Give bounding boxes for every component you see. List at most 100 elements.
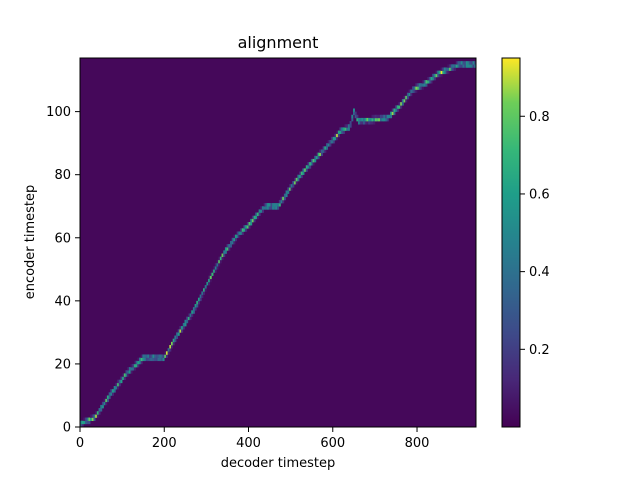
heatmap-cell [411, 86, 414, 90]
x-axis-ticks: 0 200 400 600 800 [76, 427, 429, 451]
heatmap-cell [337, 130, 340, 134]
heatmap-cell [385, 114, 387, 119]
heatmap-cell [302, 168, 305, 172]
heatmap-cell [295, 177, 298, 182]
heatmap-cell [305, 165, 308, 169]
heatmap-cell [314, 155, 317, 160]
heatmap-cell [354, 111, 357, 116]
heatmap-cell [219, 256, 222, 261]
heatmap-cell [103, 401, 106, 406]
heatmap-cell [122, 373, 125, 377]
heatmap-cell [352, 111, 355, 116]
heatmap-cell [113, 386, 116, 390]
heatmap-cell [277, 203, 280, 207]
heatmap-cell [334, 133, 337, 138]
heatmap-cell [277, 206, 280, 210]
heatmap-cell [122, 376, 125, 380]
colorbar-ticks: 0.2 0.4 0.6 0.8 [520, 110, 550, 358]
heatmap-cell [326, 146, 329, 150]
heatmap-cell [472, 61, 475, 65]
heatmap-cell [127, 367, 130, 371]
heatmap-cell [326, 143, 329, 147]
heatmap-cell [299, 171, 302, 175]
heatmap-cell [428, 80, 431, 84]
heatmap-cell [224, 247, 227, 251]
heatmap-cell [433, 76, 436, 81]
heatmap-cell [363, 117, 366, 122]
heatmap-cell [368, 117, 371, 122]
heatmap-cell [396, 105, 399, 109]
colorbar-tick-label: 0.4 [529, 265, 550, 280]
heatmap-cell [96, 411, 99, 415]
heatmap-cell [337, 133, 340, 138]
heatmap-cell [322, 149, 325, 153]
heatmap-cell [452, 64, 455, 68]
heatmap-cell [117, 382, 120, 387]
heatmap-cell [157, 357, 160, 362]
heatmap-cell [145, 354, 148, 358]
heatmap-cell [346, 127, 349, 131]
heatmap-cell [147, 354, 150, 358]
heatmap-cell [214, 266, 217, 270]
heatmap-cell [199, 294, 202, 298]
heatmap-cell [181, 329, 184, 333]
heatmap-background [80, 58, 476, 427]
heatmap-cell [455, 61, 458, 65]
heatmap-cell [250, 222, 253, 226]
heatmap-cell [359, 117, 362, 122]
heatmap-cell [331, 136, 334, 141]
heatmap-cell [417, 83, 420, 87]
heatmap-cell [294, 181, 296, 185]
chart-title: alignment [238, 33, 319, 52]
heatmap-cell [255, 212, 258, 216]
heatmap-cell [390, 111, 393, 116]
heatmap-cell [233, 234, 236, 239]
heatmap-cell [344, 124, 347, 128]
heatmap-cell [349, 121, 352, 125]
heatmap-cell [115, 386, 118, 390]
heatmap-cell [282, 199, 285, 204]
heatmap-cell [450, 67, 453, 71]
heatmap-cell [251, 218, 254, 223]
heatmap-cell [336, 130, 339, 134]
heatmap-cell [152, 357, 155, 362]
heatmap-cell [172, 338, 175, 343]
heatmap-cell [194, 304, 197, 308]
heatmap-cell [425, 80, 428, 84]
heatmap-cell [245, 228, 248, 232]
heatmap-cell [101, 404, 104, 409]
heatmap-cell [150, 357, 153, 362]
heatmap-cell [379, 117, 382, 122]
heatmap-cell [159, 357, 162, 362]
heatmap-cell [435, 73, 438, 78]
heatmap-cell [410, 89, 413, 93]
heatmap-cell [85, 420, 88, 425]
heatmap-cell [261, 206, 264, 210]
heatmap-cell [354, 114, 357, 119]
heatmap-cell [260, 206, 263, 210]
heatmap-cell [464, 61, 467, 65]
heatmap-cell [319, 149, 322, 153]
heatmap-cell [410, 92, 413, 97]
heatmap-cell [386, 114, 389, 119]
heatmap-cell [474, 64, 477, 68]
heatmap-cell [299, 174, 302, 179]
heatmap-cell [320, 149, 323, 153]
heatmap-cell [423, 80, 426, 84]
heatmap-cell [224, 250, 227, 254]
heatmap-cell [91, 417, 94, 421]
heatmap-cell [265, 203, 268, 207]
heatmap-cell [470, 64, 473, 68]
colorbar-gradient [501, 57, 521, 428]
heatmap-cell [442, 67, 445, 71]
heatmap-cell [192, 307, 195, 311]
heatmap-cell [329, 140, 332, 144]
heatmap-cell [349, 124, 352, 128]
heatmap-cell [184, 322, 187, 327]
heatmap-cell [165, 351, 168, 355]
heatmap-cell [400, 102, 403, 106]
heatmap-cell [395, 108, 398, 112]
heatmap-cell [118, 382, 121, 387]
heatmap-cell [157, 354, 160, 358]
heatmap-cell [398, 105, 401, 109]
